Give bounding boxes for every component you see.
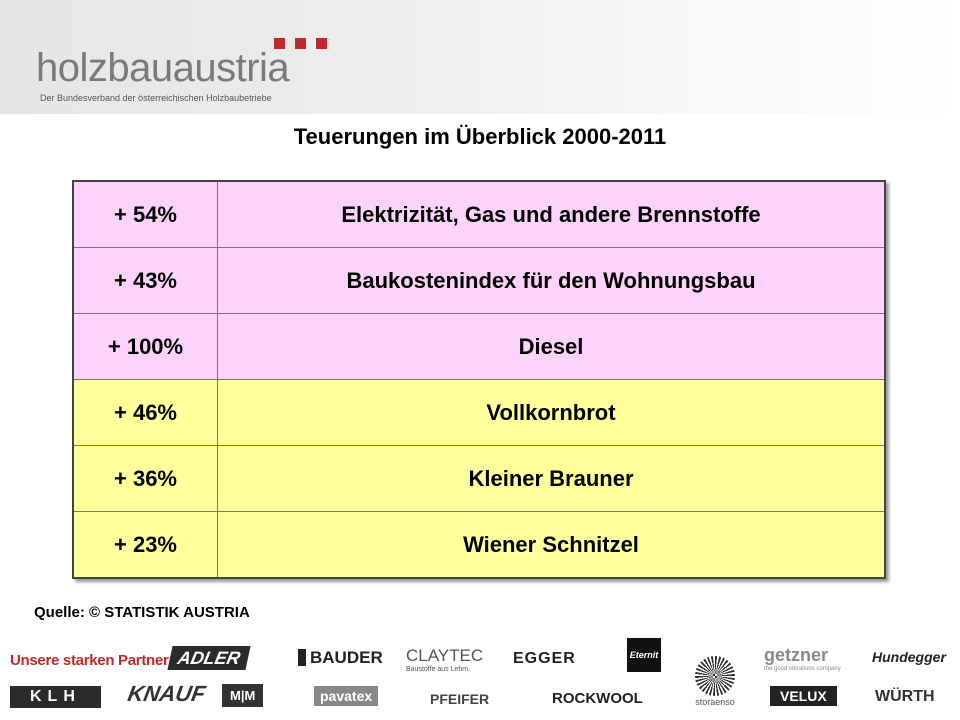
change-cell: + 43% <box>72 247 218 314</box>
knauf-logo: KNAUF <box>125 681 208 706</box>
storaenso-mark-icon <box>695 656 735 696</box>
logo-squares <box>274 38 327 49</box>
item-cell: Kleiner Brauner <box>217 445 886 512</box>
change-cell: + 100% <box>72 313 218 380</box>
table-row: + 36% Kleiner Brauner <box>72 445 886 512</box>
table-row: + 43% Baukostenindex für den Wohnungsbau <box>72 247 886 314</box>
header-banner: holzbauaustria Der Bundesverband der öst… <box>0 0 960 114</box>
adler-logo: ADLER <box>167 646 251 670</box>
eternit-logo: Eternit <box>627 638 661 672</box>
change-cell: + 23% <box>72 511 218 579</box>
table-row: + 100% Diesel <box>72 313 886 380</box>
price-increase-table: + 54% Elektrizität, Gas und andere Brenn… <box>72 180 886 579</box>
table-row: + 46% Vollkornbrot <box>72 379 886 446</box>
item-cell: Elektrizität, Gas und andere Brennstoffe <box>217 180 886 248</box>
item-cell: Diesel <box>217 313 886 380</box>
item-cell: Wiener Schnitzel <box>217 511 886 579</box>
klh-logo: KLH <box>10 686 101 708</box>
page-title: Teuerungen im Überblick 2000-2011 <box>293 124 667 149</box>
change-cell: + 46% <box>72 379 218 446</box>
source-note: Quelle: © STATISTIK AUSTRIA <box>34 604 250 621</box>
pavatex-logo: pavatex <box>314 686 379 706</box>
change-cell: + 36% <box>72 445 218 512</box>
table-row: + 54% Elektrizität, Gas und andere Brenn… <box>72 180 886 248</box>
wuerth-logo: WÜRTH <box>875 688 935 705</box>
rockwool-logo: ROCKWOOL <box>552 690 643 707</box>
mm-logo: M|M <box>222 684 264 707</box>
egger-logo: EGGER <box>513 650 576 667</box>
velux-logo: VELUX <box>770 686 837 706</box>
brand-tagline: Der Bundesverband der österreichischen H… <box>40 93 272 103</box>
item-cell: Vollkornbrot <box>217 379 886 446</box>
table-row: + 23% Wiener Schnitzel <box>72 511 886 579</box>
claytec-logo: CLAYTEC Baustoffe aus Lehm. <box>406 646 484 673</box>
change-cell: + 54% <box>72 180 218 248</box>
item-cell: Baukostenindex für den Wohnungsbau <box>217 247 886 314</box>
brand-logo: holzbauaustria <box>36 46 290 90</box>
hundegger-logo: Hundegger <box>872 649 946 665</box>
partners-label: Unsere starken Partner <box>10 652 169 669</box>
storaenso-logo: storaenso <box>692 656 738 707</box>
pfeifer-logo: PFEIFER <box>430 691 490 707</box>
bauder-logo: BAUDER <box>298 649 383 666</box>
getzner-logo: getzner the good vibrations company <box>764 645 841 672</box>
